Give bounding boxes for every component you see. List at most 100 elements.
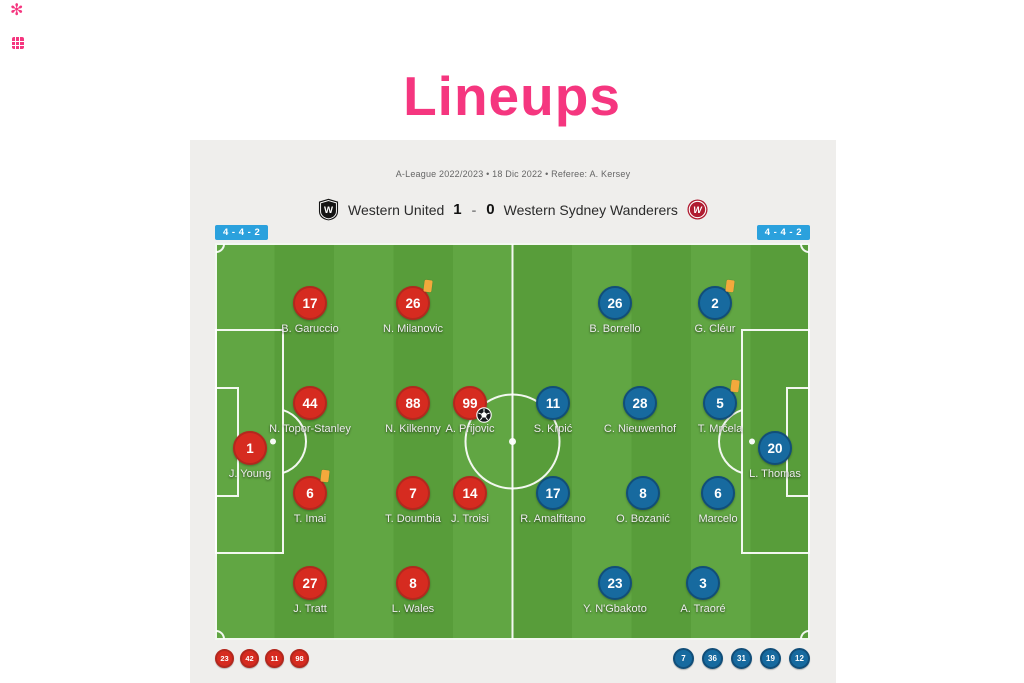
away-player: 23 Y. N'Gbakoto (555, 566, 675, 615)
player-name: S. Krpić (533, 423, 573, 435)
pitch: 1 J. Young 17 B. Garuccio 44 N. Topor-Stanley… (215, 243, 810, 640)
home-player: 8 L. Wales (353, 566, 473, 615)
player-name: G. Cléur (694, 323, 736, 335)
home-substitute-circle[interactable]: 98 (290, 649, 309, 668)
home-player: 6 T. Imai (250, 469, 370, 525)
player-name: O. Bozanić (616, 513, 670, 525)
away-player: 2 G. Cléur (655, 279, 775, 335)
player-circle[interactable]: 28 (623, 386, 657, 420)
away-subs-row: 7 36 31 19 12 (673, 648, 810, 669)
away-substitute-circle[interactable]: 31 (731, 648, 752, 669)
away-formation-badge: 4 - 4 - 2 (756, 225, 810, 240)
player-circle[interactable]: 6 (701, 476, 735, 510)
home-player: 99 A. Prijovic (410, 386, 530, 435)
player-name: N. Kilkenny (385, 423, 441, 435)
home-player: 88 N. Kilkenny (353, 386, 473, 435)
player-circle[interactable]: 20 (758, 431, 792, 465)
player-circle[interactable]: 23 (598, 566, 632, 600)
decor-star-icon: ✻ (10, 2, 24, 19)
home-player: 1 J. Young (190, 431, 310, 480)
player-circle[interactable]: 8 (396, 566, 430, 600)
player-name: T. Imai (293, 513, 327, 525)
player-name: Y. N'Gbakoto (583, 603, 647, 615)
away-player: 28 C. Nieuwenhof (580, 386, 700, 435)
match-score-header: W Western United 1 - 0 Western Sydney Wa… (190, 198, 836, 221)
player-name: T. Mrčela (697, 423, 743, 435)
player-circle[interactable]: 6 (293, 469, 330, 510)
away-player: 5 T. Mrčela (660, 379, 780, 435)
player-circle[interactable]: 99 (453, 386, 492, 423)
player-circle[interactable]: 27 (293, 566, 327, 600)
player-name: J. Young (228, 468, 272, 480)
decor-grid-icon (12, 37, 24, 49)
home-player: 17 B. Garuccio (250, 286, 370, 335)
away-substitute-circle[interactable]: 12 (789, 648, 810, 669)
player-name: A. Prijovic (445, 423, 495, 435)
away-player: 26 B. Borrello (555, 286, 675, 335)
home-substitute-circle[interactable]: 42 (240, 649, 259, 668)
player-circle[interactable]: 17 (536, 476, 570, 510)
lineup-panel: A-League 2022/2023 • 18 Dic 2022 • Refer… (190, 140, 836, 683)
player-name: N. Milanovic (383, 323, 443, 335)
score-separator: - (471, 201, 477, 218)
away-score: 0 (486, 201, 495, 218)
player-name: T. Doumbia (385, 513, 441, 525)
goal-ball-icon (476, 407, 492, 423)
player-circle[interactable]: 3 (686, 566, 720, 600)
player-circle[interactable]: 7 (396, 476, 430, 510)
player-name: A. Traoré (680, 603, 726, 615)
player-circle[interactable]: 8 (626, 476, 660, 510)
player-circle[interactable]: 2 (698, 279, 735, 320)
player-name: Marcelo (698, 513, 738, 525)
player-name: C. Nieuwenhof (603, 423, 677, 435)
player-circle[interactable]: 5 (703, 379, 740, 420)
away-player: 17 R. Amalfitano (493, 476, 613, 525)
match-info-line: A-League 2022/2023 • 18 Dic 2022 • Refer… (395, 169, 631, 179)
player-name: R. Amalfitano (520, 513, 586, 525)
player-circle[interactable]: 26 (396, 279, 433, 320)
player-circle[interactable]: 44 (293, 386, 327, 420)
home-player: 7 T. Doumbia (353, 476, 473, 525)
home-team-logo-icon: W (319, 198, 339, 221)
svg-text:W: W (324, 205, 333, 216)
svg-text:W: W (693, 205, 703, 215)
player-name: B. Garuccio (281, 323, 339, 335)
away-player: 11 S. Krpić (493, 386, 613, 435)
yellow-card-icon (730, 379, 740, 393)
player-name: L. Wales (391, 603, 435, 615)
away-substitute-circle[interactable]: 36 (702, 648, 723, 669)
player-name: L. Thomas (749, 468, 801, 480)
player-circle[interactable]: 1 (233, 431, 267, 465)
player-circle[interactable]: 17 (293, 286, 327, 320)
home-score: 1 (453, 201, 462, 218)
away-player: 8 O. Bozanić (583, 476, 703, 525)
pitch-markings (215, 243, 810, 640)
home-player: 27 J. Tratt (250, 566, 370, 615)
player-circle[interactable]: 26 (598, 286, 632, 320)
player-circle[interactable]: 14 (453, 476, 487, 510)
home-subs-row: 23 42 11 98 (215, 649, 309, 668)
home-player: 44 N. Topor-Stanley (250, 386, 370, 435)
home-substitute-circle[interactable]: 23 (215, 649, 234, 668)
away-substitute-circle[interactable]: 19 (760, 648, 781, 669)
away-player: 3 A. Traoré (643, 566, 763, 615)
player-name: J. Tratt (293, 603, 327, 615)
away-team-logo-icon: W (687, 199, 708, 220)
home-team-name[interactable]: Western United (348, 201, 445, 218)
away-team-name[interactable]: Western Sydney Wanderers (503, 201, 678, 218)
yellow-card-icon (725, 279, 735, 293)
home-substitute-circle[interactable]: 11 (265, 649, 284, 668)
away-player: 6 Marcelo (658, 476, 778, 525)
home-formation-badge: 4 - 4 - 2 (215, 225, 269, 240)
player-circle[interactable]: 88 (396, 386, 430, 420)
home-player: 26 N. Milanovic (353, 279, 473, 335)
away-substitute-circle[interactable]: 7 (673, 648, 694, 669)
player-circle[interactable]: 11 (536, 386, 570, 420)
home-player: 14 J. Troisi (410, 476, 530, 525)
player-name: B. Borrello (589, 323, 641, 335)
page-title: Lineups (403, 65, 621, 127)
player-name: J. Troisi (451, 513, 489, 525)
players-layer: 1 J. Young 17 B. Garuccio 44 N. Topor-Stanley… (215, 243, 810, 640)
yellow-card-icon (423, 279, 433, 293)
